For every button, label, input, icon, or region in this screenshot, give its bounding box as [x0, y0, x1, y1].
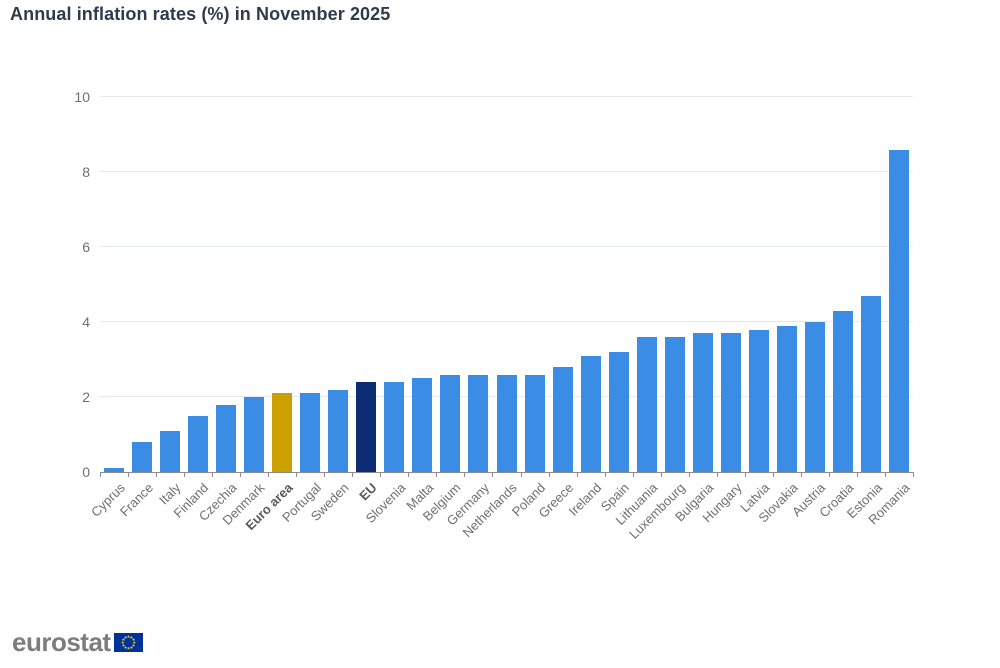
axis-tick [884, 472, 886, 477]
axis-tick [212, 472, 214, 477]
axis-tick [184, 472, 186, 477]
bar-slovenia[interactable] [384, 382, 405, 472]
axis-tick [464, 472, 466, 477]
bar-croatia[interactable] [832, 310, 853, 472]
bar-czechia[interactable] [216, 404, 237, 472]
axis-tick [268, 472, 270, 477]
eurostat-logo: eurostat [12, 628, 143, 656]
bar-austria[interactable] [804, 322, 825, 472]
axis-tick [576, 472, 578, 477]
axis-tick [492, 472, 494, 477]
bar-poland[interactable] [524, 374, 545, 472]
bar-belgium[interactable] [440, 374, 461, 472]
axis-tick [800, 472, 802, 477]
axis-tick [128, 472, 130, 477]
axis-tick [324, 472, 326, 477]
y-axis-label: 6 [82, 239, 90, 255]
bar-netherlands[interactable] [496, 374, 517, 472]
axis-tick [716, 472, 718, 477]
axis-tick [100, 472, 101, 477]
axis-tick [660, 472, 662, 477]
axis-tick [632, 472, 634, 477]
axis-tick [548, 472, 550, 477]
bar-latvia[interactable] [748, 329, 769, 472]
axis-tick [520, 472, 522, 477]
axis-tick [408, 472, 410, 477]
bar-luxembourg[interactable] [664, 337, 685, 472]
eurostat-logo-text: eurostat [12, 627, 111, 657]
axis-tick [913, 472, 914, 477]
bar-ireland[interactable] [580, 355, 601, 472]
axis-tick [744, 472, 746, 477]
eu-flag-stars [120, 634, 136, 650]
y-axis-label: 10 [74, 89, 90, 105]
bar-lithuania[interactable] [636, 337, 657, 472]
axis-tick [380, 472, 382, 477]
bar-greece[interactable] [552, 367, 573, 472]
bar-hungary[interactable] [720, 333, 741, 472]
bar-sweden[interactable] [328, 389, 349, 472]
bar-italy[interactable] [160, 430, 181, 472]
gridline [100, 246, 913, 247]
y-axis-label: 0 [82, 464, 90, 480]
gridline [100, 171, 913, 172]
bar-denmark[interactable] [244, 397, 265, 472]
gridline [100, 96, 913, 97]
axis-tick [352, 472, 354, 477]
chart-title: Annual inflation rates (%) in November 2… [10, 4, 391, 24]
bar-romania[interactable] [888, 149, 909, 472]
axis-tick [604, 472, 606, 477]
bar-malta[interactable] [412, 378, 433, 472]
bar-spain[interactable] [608, 352, 629, 472]
y-axis-label: 4 [82, 314, 90, 330]
bar-france[interactable] [132, 442, 153, 472]
bar-estonia[interactable] [860, 295, 881, 472]
axis-tick [688, 472, 690, 477]
y-axis-label: 8 [82, 164, 90, 180]
bar-eu[interactable] [356, 382, 377, 472]
bar-euro-area[interactable] [272, 393, 293, 472]
plot-area: 0 2 4 6 8 10 Cyprus France Italy Finland Czechia De… [74, 89, 914, 542]
axis-tick [156, 472, 158, 477]
bar-bulgaria[interactable] [692, 333, 713, 472]
bar-slovakia[interactable] [776, 325, 797, 472]
bar-portugal[interactable] [300, 393, 321, 472]
bar-finland[interactable] [188, 415, 209, 472]
axis-tick [856, 472, 858, 477]
axis-tick [772, 472, 774, 477]
eu-flag-icon [113, 632, 143, 652]
axis-tick [240, 472, 242, 477]
eu-flag-field [113, 632, 143, 652]
bar-cyprus[interactable] [104, 468, 125, 472]
bar-germany[interactable] [468, 374, 489, 472]
axis-tick [296, 472, 298, 477]
axis-tick [828, 472, 830, 477]
y-axis-label: 2 [82, 389, 90, 405]
axis-tick [436, 472, 438, 477]
gridline [100, 321, 913, 322]
